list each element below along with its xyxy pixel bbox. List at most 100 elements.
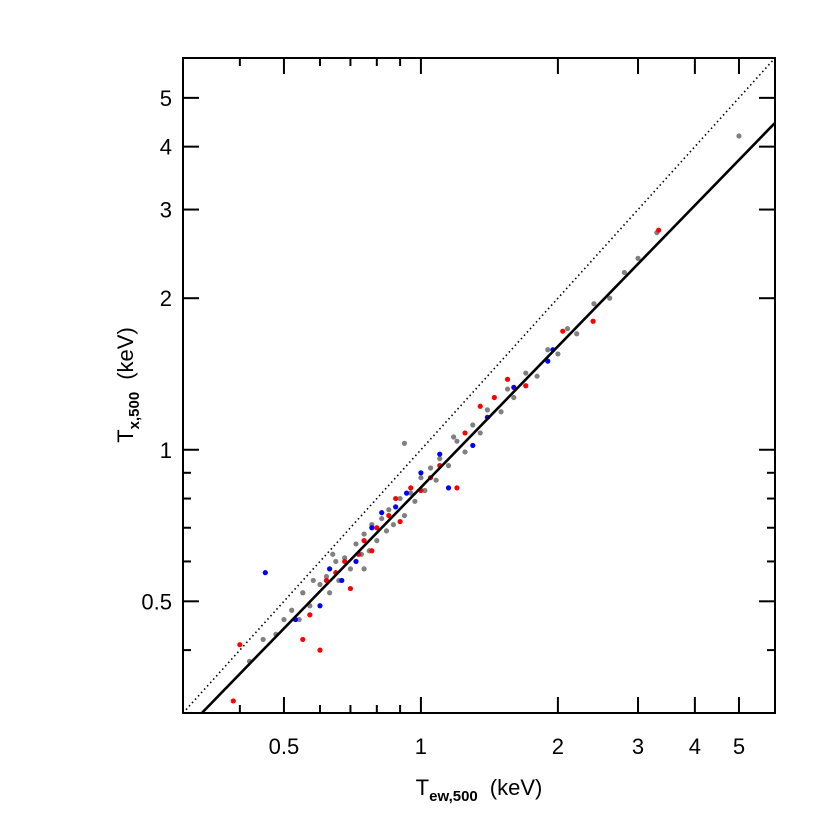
x-axis-label: Tew,500 (keV)	[416, 775, 543, 805]
point	[412, 498, 418, 504]
point	[591, 301, 597, 307]
x-label-main: T	[416, 775, 429, 800]
point	[317, 581, 323, 588]
point	[390, 522, 397, 528]
point	[260, 636, 266, 643]
point	[635, 255, 641, 261]
point	[401, 440, 408, 446]
point	[379, 510, 385, 516]
point	[369, 525, 375, 531]
y-tick-label: 1	[160, 438, 172, 463]
fit-line	[200, 121, 775, 713]
point	[281, 616, 287, 623]
point	[296, 616, 302, 623]
reference-line	[183, 58, 775, 713]
point	[408, 490, 414, 496]
point	[523, 383, 529, 389]
point	[342, 555, 348, 561]
x-tick-label: 5	[733, 734, 745, 759]
point	[736, 133, 742, 139]
point	[427, 465, 434, 471]
point	[353, 558, 359, 565]
point	[498, 409, 504, 415]
point	[477, 403, 483, 409]
point	[545, 347, 551, 353]
point	[621, 269, 627, 276]
point	[454, 485, 460, 491]
point	[317, 603, 323, 609]
point	[491, 394, 497, 401]
point	[317, 647, 323, 653]
y-tick-label: 3	[160, 198, 172, 223]
point	[574, 331, 580, 337]
x-tick-label: 0.5	[269, 734, 300, 759]
x-tick-label: 1	[415, 734, 427, 759]
point	[470, 442, 476, 449]
x-label-unit: (keV)	[490, 775, 543, 800]
point	[237, 642, 243, 648]
point	[327, 566, 333, 572]
point	[504, 376, 511, 382]
point	[462, 449, 468, 455]
point	[437, 456, 443, 462]
point	[327, 590, 333, 596]
point	[393, 495, 399, 502]
point	[607, 295, 613, 301]
point	[330, 551, 336, 557]
y-tick-label: 2	[160, 286, 172, 311]
point	[307, 612, 313, 618]
point	[393, 504, 399, 510]
point	[361, 538, 367, 544]
point	[339, 577, 345, 584]
y-label-main: T	[113, 429, 138, 442]
point	[386, 507, 392, 513]
x-tick-label: 3	[632, 734, 644, 759]
point	[369, 548, 375, 554]
point	[462, 430, 468, 436]
point	[477, 430, 483, 436]
point	[433, 477, 439, 483]
point	[451, 434, 457, 440]
point	[422, 487, 428, 494]
plot-frame	[182, 57, 776, 714]
point	[289, 607, 295, 613]
point	[379, 515, 385, 522]
point	[347, 585, 354, 592]
point	[383, 528, 390, 534]
point	[656, 227, 662, 233]
y-axis-label: Tx,500 (keV)	[113, 327, 143, 443]
point	[230, 698, 236, 704]
point	[437, 451, 443, 457]
point	[323, 573, 330, 580]
point	[333, 558, 339, 565]
point	[418, 470, 424, 476]
y-tick-label: 5	[160, 86, 172, 111]
point	[470, 422, 476, 428]
point	[300, 590, 306, 596]
point	[484, 407, 491, 413]
y-tick-label: 4	[160, 135, 172, 160]
point	[403, 490, 410, 496]
point	[534, 373, 540, 379]
point	[560, 328, 566, 334]
y-tick-label: 0.5	[141, 589, 172, 614]
point	[564, 326, 571, 332]
point	[347, 566, 354, 572]
point	[590, 318, 596, 324]
y-label-unit: (keV)	[113, 327, 138, 380]
point	[374, 538, 380, 544]
point	[418, 475, 424, 481]
point	[374, 525, 380, 531]
point	[397, 518, 403, 525]
x-label-sub: ew,500	[429, 788, 478, 805]
point	[386, 512, 392, 519]
point	[262, 570, 268, 576]
point	[445, 485, 452, 491]
point	[445, 463, 452, 469]
point	[361, 566, 367, 572]
point	[361, 531, 367, 537]
x-tick-label: 2	[552, 734, 564, 759]
point	[454, 438, 460, 444]
point	[504, 386, 511, 392]
